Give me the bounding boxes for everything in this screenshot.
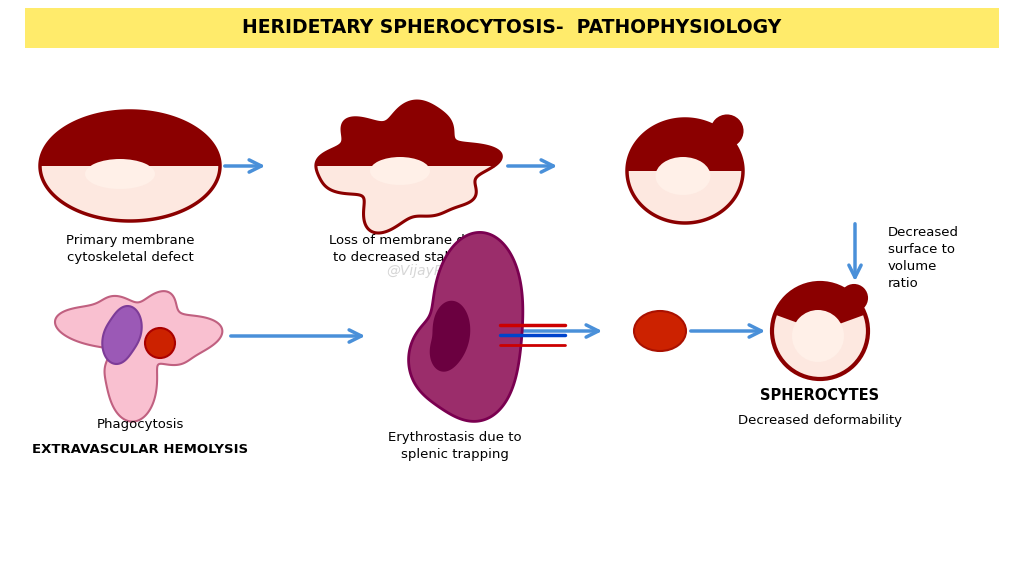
Polygon shape [315, 101, 502, 166]
Polygon shape [430, 301, 470, 372]
Circle shape [712, 116, 742, 146]
Wedge shape [775, 283, 865, 331]
Circle shape [145, 328, 175, 358]
Ellipse shape [655, 157, 711, 195]
Polygon shape [409, 232, 523, 422]
Polygon shape [102, 306, 141, 364]
Ellipse shape [85, 159, 155, 189]
Text: SPHEROCYTES: SPHEROCYTES [761, 388, 880, 403]
Text: EXTRAVASCULAR HEMOLYSIS: EXTRAVASCULAR HEMOLYSIS [32, 443, 248, 456]
Polygon shape [40, 111, 220, 221]
Polygon shape [627, 119, 743, 223]
Text: Phagocytosis: Phagocytosis [96, 418, 183, 431]
Text: Erythrostasis due to
splenic trapping: Erythrostasis due to splenic trapping [388, 431, 522, 461]
Ellipse shape [370, 157, 430, 185]
Circle shape [792, 310, 844, 362]
Polygon shape [55, 291, 222, 422]
Circle shape [772, 283, 868, 379]
FancyBboxPatch shape [25, 8, 999, 48]
Polygon shape [627, 119, 743, 171]
Polygon shape [315, 101, 502, 233]
Polygon shape [40, 111, 220, 166]
Circle shape [841, 285, 867, 311]
Ellipse shape [634, 311, 686, 351]
Text: HERIDETARY SPHEROCYTOSIS-  PATHOPHYSIOLOGY: HERIDETARY SPHEROCYTOSIS- PATHOPHYSIOLOG… [243, 18, 781, 37]
Text: Loss of membrane due
to decreased stability: Loss of membrane due to decreased stabil… [329, 234, 481, 264]
Text: @VijayPatho: @VijayPatho [386, 264, 474, 278]
Text: Decreased
surface to
volume
ratio: Decreased surface to volume ratio [888, 226, 959, 290]
Text: Primary membrane
cytoskeletal defect: Primary membrane cytoskeletal defect [66, 234, 195, 264]
Text: Decreased deformability: Decreased deformability [738, 414, 902, 427]
